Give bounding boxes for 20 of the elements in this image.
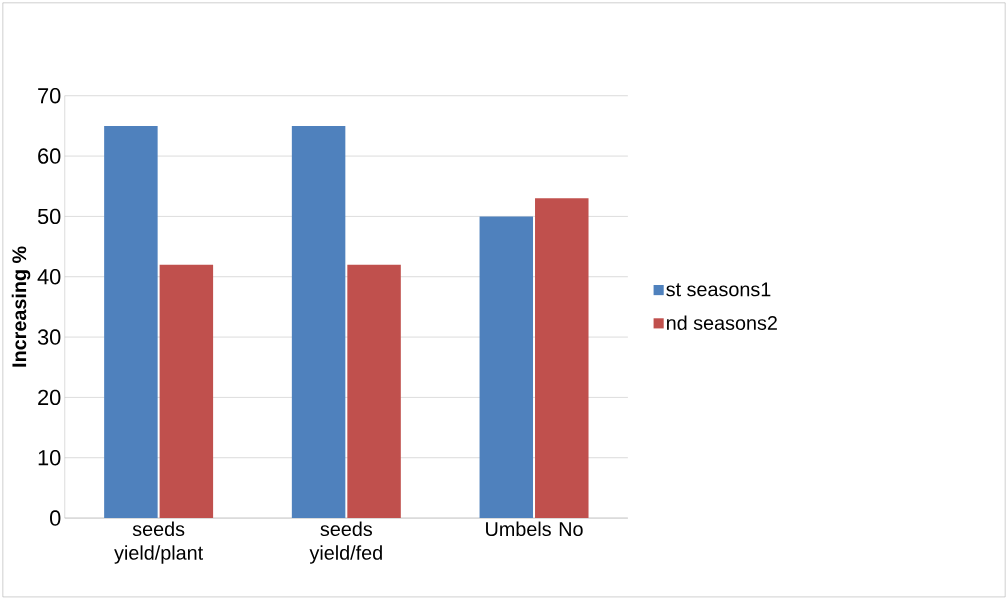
bar <box>535 198 589 519</box>
bar <box>291 126 346 519</box>
bar <box>479 216 534 519</box>
y-tick-label: 60 <box>38 148 61 164</box>
y-tick-label: 0 <box>50 510 61 526</box>
bar <box>347 264 401 519</box>
legend-label: nd seasons2 <box>667 315 777 331</box>
y-tick-label: 40 <box>37 269 61 285</box>
bar <box>104 126 158 519</box>
bar <box>159 264 214 519</box>
legend-label: st seasons1 <box>666 282 771 297</box>
y-tick-label: 50 <box>37 208 61 225</box>
y-tick-label: 30 <box>37 329 61 345</box>
x-tick-label: Umbels No <box>486 521 583 537</box>
y-tick-label: 10 <box>38 450 61 466</box>
y-axis-title: Increasing % <box>11 246 31 367</box>
y-tick-label: 70 <box>38 88 61 104</box>
y-tick-label: 20 <box>38 389 61 406</box>
x-tick-label: seeds yield/plant <box>114 521 204 564</box>
x-tick-label: seeds yield/fed <box>309 521 382 564</box>
